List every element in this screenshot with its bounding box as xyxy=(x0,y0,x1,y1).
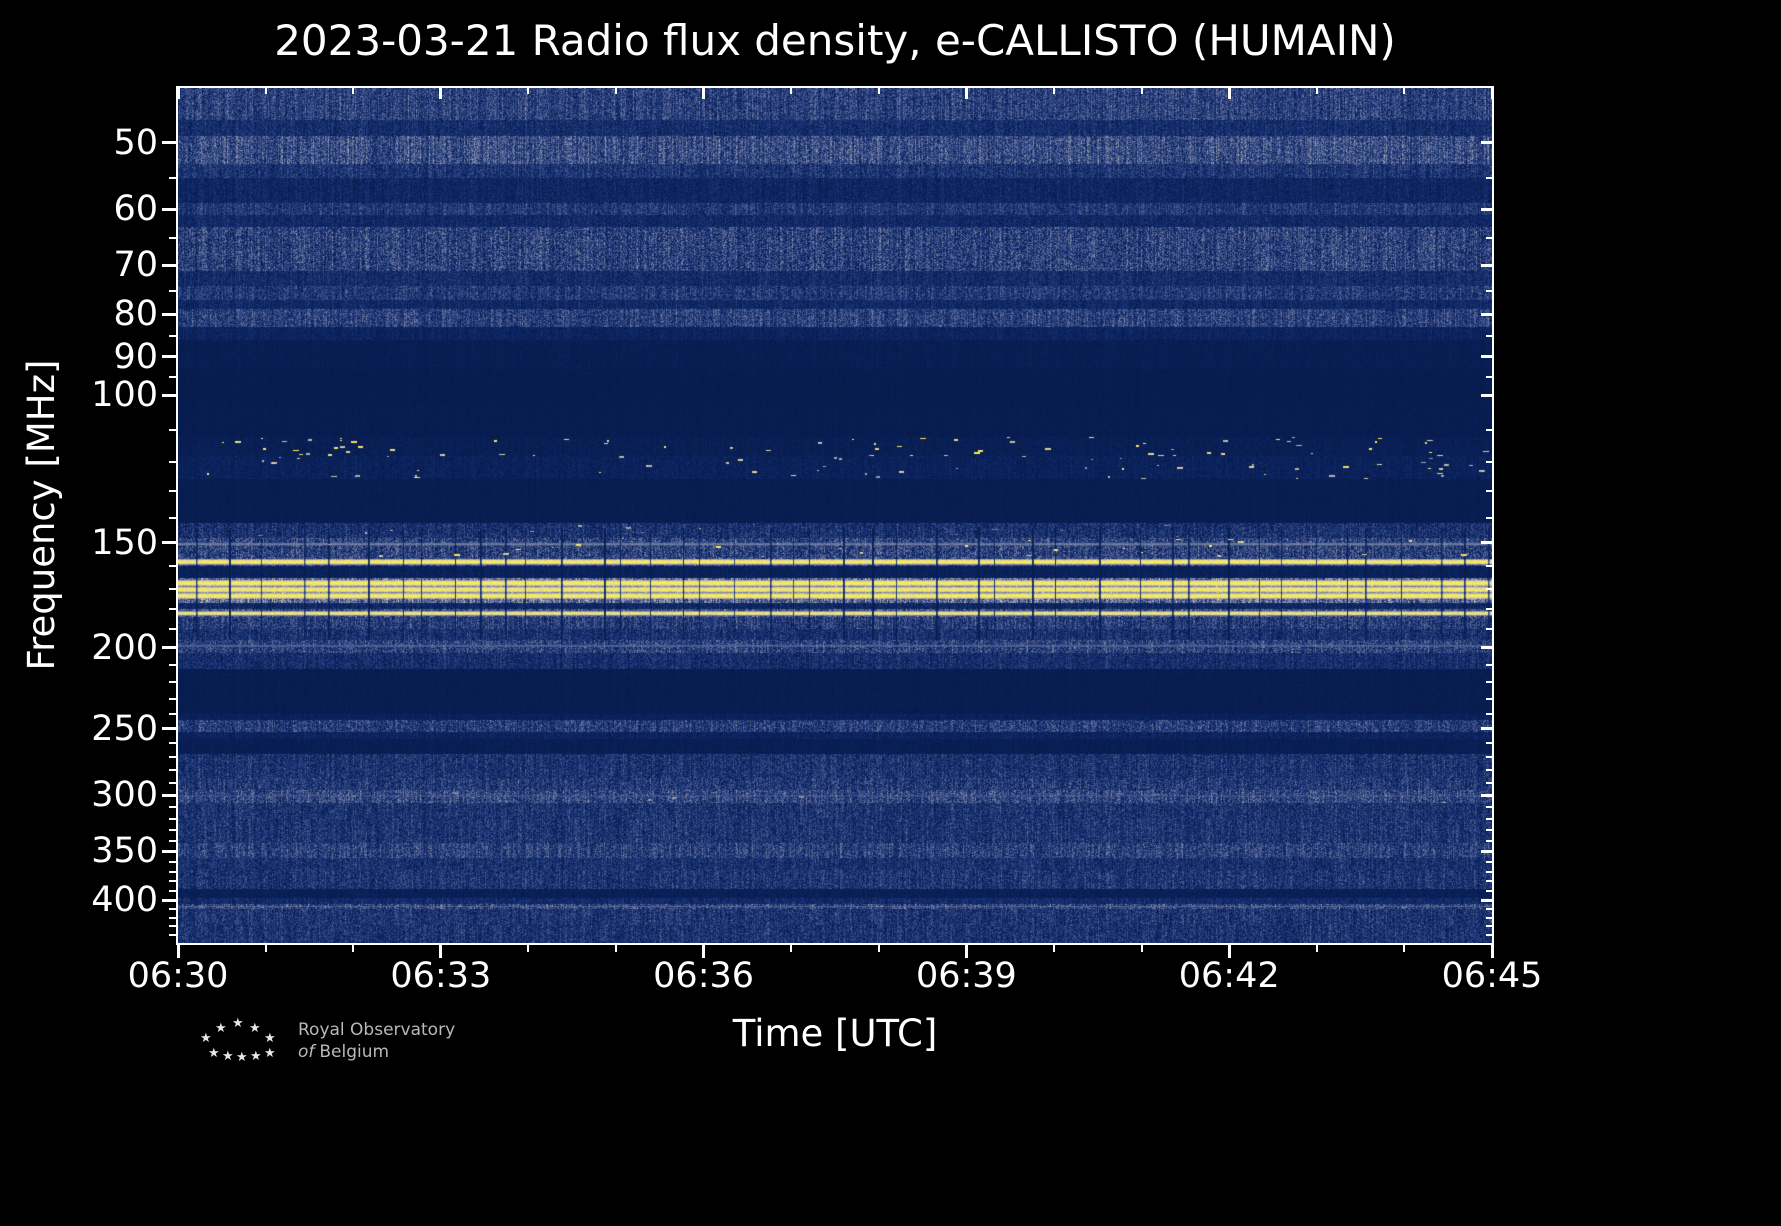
y-minor-tick xyxy=(169,925,176,928)
rob-logo-line2-belgium: Belgium xyxy=(319,1042,390,1062)
x-major-tick xyxy=(439,945,443,958)
y-minor-tick xyxy=(169,516,176,519)
y-minor-tick xyxy=(169,870,176,873)
rob-logo: ★ ★ ★ ★ ★ ★ ★ ★ ★ ★ Royal Observatory of Belgium xyxy=(200,1012,520,1072)
y-tick-label: 70 xyxy=(113,245,158,286)
y-tick-label: 400 xyxy=(91,880,158,921)
y-tick-label: 50 xyxy=(113,122,158,163)
y-minor-tick xyxy=(169,839,176,842)
y-tick-label: 300 xyxy=(91,775,158,816)
y-minor-tick xyxy=(169,587,176,590)
x-tick-label: 06:33 xyxy=(390,956,492,996)
y-minor-tick xyxy=(169,806,176,809)
y-minor-tick xyxy=(169,608,176,611)
logo-star-icon: ★ xyxy=(250,1049,262,1064)
x-tick-label: 06:39 xyxy=(915,956,1017,996)
y-minor-tick xyxy=(169,889,176,892)
y-minor-tick xyxy=(169,933,176,936)
y-minor-tick xyxy=(169,916,176,919)
y-minor-tick xyxy=(169,489,176,492)
rob-logo-stars-icon: ★ ★ ★ ★ ★ ★ ★ ★ ★ ★ xyxy=(200,1014,285,1066)
chart-title: 2023-03-21 Radio flux density, e-CALLIST… xyxy=(274,16,1396,65)
rob-logo-line1: Royal Observatory xyxy=(298,1020,456,1040)
rob-logo-line2: of Belgium xyxy=(298,1041,455,1063)
y-minor-tick xyxy=(169,755,176,758)
x-major-tick xyxy=(1227,945,1231,958)
logo-star-icon: ★ xyxy=(222,1049,234,1064)
y-major-tick xyxy=(162,849,176,853)
y-major-tick xyxy=(162,393,176,397)
y-major-tick xyxy=(162,793,176,797)
y-minor-tick xyxy=(169,565,176,568)
logo-star-icon: ★ xyxy=(249,1021,261,1036)
x-tick-label: 06:42 xyxy=(1178,956,1280,996)
y-major-tick xyxy=(162,207,176,211)
y-minor-tick xyxy=(169,664,176,667)
x-minor-tick xyxy=(1315,945,1318,952)
y-minor-tick xyxy=(169,628,176,631)
x-minor-tick xyxy=(1053,945,1055,952)
y-minor-tick xyxy=(169,681,176,684)
rob-logo-text: Royal Observatory of Belgium xyxy=(298,1019,455,1063)
x-minor-tick xyxy=(615,945,617,952)
y-major-tick xyxy=(162,541,176,545)
y-minor-tick xyxy=(169,742,176,745)
y-minor-tick xyxy=(169,860,176,863)
y-minor-tick xyxy=(169,429,176,432)
x-tick-label: 06:30 xyxy=(127,956,229,996)
y-minor-tick xyxy=(169,375,176,378)
y-minor-tick xyxy=(169,880,176,883)
x-minor-tick xyxy=(527,945,530,952)
x-major-tick xyxy=(1490,945,1494,958)
y-minor-tick xyxy=(169,769,176,772)
y-minor-tick xyxy=(169,782,176,784)
x-major-tick xyxy=(176,945,180,958)
y-minor-tick xyxy=(169,697,176,700)
logo-star-icon: ★ xyxy=(208,1046,220,1061)
y-minor-tick xyxy=(169,335,176,338)
logo-star-icon: ★ xyxy=(264,1031,276,1046)
x-minor-tick xyxy=(1140,945,1143,952)
x-minor-tick xyxy=(790,945,793,952)
y-minor-tick xyxy=(169,908,176,911)
y-major-tick xyxy=(162,646,176,650)
y-major-tick xyxy=(162,263,176,267)
y-tick-label: 350 xyxy=(91,831,158,872)
x-major-tick xyxy=(702,945,706,958)
logo-star-icon: ★ xyxy=(232,1016,244,1031)
y-major-tick xyxy=(162,898,176,902)
y-minor-tick xyxy=(169,460,176,463)
y-major-tick xyxy=(162,312,176,316)
y-major-tick xyxy=(162,727,176,731)
rob-logo-line2-of: of xyxy=(298,1042,315,1062)
y-major-tick xyxy=(162,141,176,145)
x-minor-tick xyxy=(877,945,880,952)
x-axis-label: Time [UTC] xyxy=(732,1012,938,1055)
x-tick-label: 06:45 xyxy=(1441,956,1543,996)
y-minor-tick xyxy=(169,289,176,292)
y-tick-label: 60 xyxy=(113,189,158,230)
spectrogram-canvas xyxy=(178,88,1492,943)
logo-star-icon: ★ xyxy=(236,1050,248,1065)
x-major-tick xyxy=(964,945,968,958)
y-major-tick xyxy=(162,355,176,359)
logo-star-icon: ★ xyxy=(215,1021,227,1036)
logo-star-icon: ★ xyxy=(200,1031,212,1046)
logo-star-icon: ★ xyxy=(264,1046,276,1061)
x-minor-tick xyxy=(1403,945,1406,952)
x-tick-label: 06:36 xyxy=(653,956,755,996)
y-minor-tick xyxy=(169,237,176,240)
y-minor-tick xyxy=(169,817,176,820)
y-minor-tick xyxy=(169,713,176,716)
x-minor-tick xyxy=(352,945,355,952)
plot-frame xyxy=(176,86,1494,945)
y-axis-label: Frequency [MHz] xyxy=(20,359,63,671)
y-minor-tick xyxy=(169,176,176,179)
x-minor-tick xyxy=(264,945,267,952)
y-minor-tick xyxy=(169,829,176,832)
